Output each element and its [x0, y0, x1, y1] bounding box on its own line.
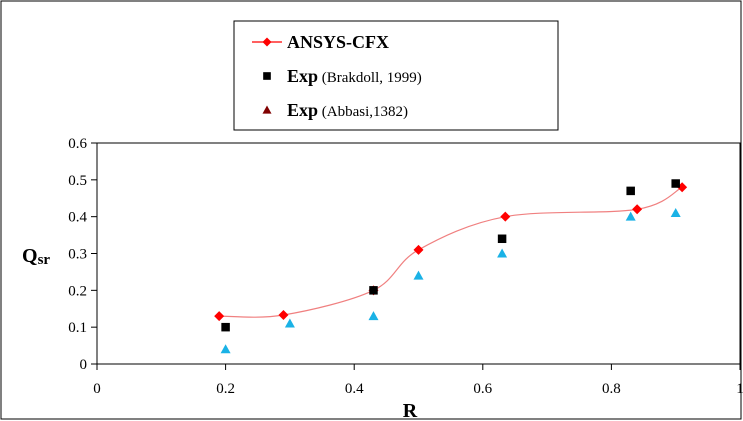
- legend-label-rest: (Abbasi,1382): [318, 104, 408, 120]
- data-point-abbasi: [413, 270, 424, 280]
- series-brakdoll: [221, 179, 680, 332]
- y-tick-label: 0.2: [68, 283, 87, 299]
- y-axis-title-main: Q: [22, 245, 38, 267]
- legend-marker-abbasi: [262, 105, 272, 114]
- data-point-cfx: [278, 310, 289, 321]
- x-tick-label: 0.6: [473, 381, 492, 397]
- data-point-brakdoll: [221, 322, 230, 332]
- y-tick-label: 0.5: [68, 173, 87, 189]
- data-point-brakdoll: [626, 186, 635, 196]
- x-axis: 0 0.2 0.4 0.6 0.8 1: [93, 364, 743, 397]
- legend-entry-abbasi: Exp (Abbasi,1382): [262, 100, 408, 120]
- data-point-cfx: [214, 311, 225, 322]
- legend-marker-brakdoll: [263, 72, 271, 80]
- legend-entry-cfx: ANSYS-CFX: [252, 32, 389, 52]
- series-abbasi: [220, 207, 681, 354]
- data-point-abbasi: [625, 211, 636, 221]
- legend-label-bold: Exp: [287, 100, 318, 120]
- y-tick-label: 0: [80, 357, 88, 373]
- data-point-abbasi: [670, 207, 681, 217]
- legend-label-brakdoll: Exp (Brakdoll, 1999): [287, 66, 422, 86]
- y-tick-label: 0.3: [68, 247, 87, 263]
- y-tick-label: 0.4: [68, 210, 87, 226]
- legend-label-rest: (Brakdoll, 1999): [318, 70, 422, 86]
- data-point-cfx: [632, 204, 643, 215]
- y-tick-label: 0.6: [68, 136, 87, 152]
- x-tick-label: 0.4: [345, 381, 364, 397]
- y-tick-label: 0.1: [68, 320, 87, 336]
- x-tick-label: 0: [93, 381, 101, 397]
- series-layer: [214, 179, 688, 354]
- data-point-cfx: [500, 211, 511, 222]
- data-point-abbasi: [284, 318, 295, 328]
- x-tick-label: 0.2: [216, 381, 235, 397]
- y-axis-title: Qsr: [22, 245, 50, 268]
- legend-box: [233, 20, 559, 131]
- data-point-brakdoll: [497, 234, 507, 244]
- legend-marker-cfx: [262, 37, 272, 47]
- data-point-abbasi: [220, 344, 231, 354]
- legend-label-abbasi: Exp (Abbasi,1382): [287, 100, 408, 120]
- legend-entry-brakdoll: Exp (Brakdoll, 1999): [263, 66, 422, 86]
- legend-label-bold: ANSYS-CFX: [287, 32, 389, 52]
- y-axis: 0 0.1 0.2 0.3 0.4 0.5 0.6: [68, 136, 97, 373]
- data-point-brakdoll: [369, 286, 378, 295]
- x-tick-label: 0.8: [602, 381, 621, 397]
- legend-label-bold: Exp: [287, 66, 318, 86]
- x-tick-label: 1: [736, 381, 743, 397]
- data-point-abbasi: [368, 311, 379, 321]
- data-point-brakdoll: [671, 179, 680, 188]
- data-point-abbasi: [497, 248, 508, 258]
- y-axis-title-sub: sr: [38, 252, 51, 268]
- legend-label-cfx: ANSYS-CFX: [287, 32, 389, 52]
- data-point-cfx: [413, 244, 424, 255]
- x-axis-title: R: [403, 400, 418, 421]
